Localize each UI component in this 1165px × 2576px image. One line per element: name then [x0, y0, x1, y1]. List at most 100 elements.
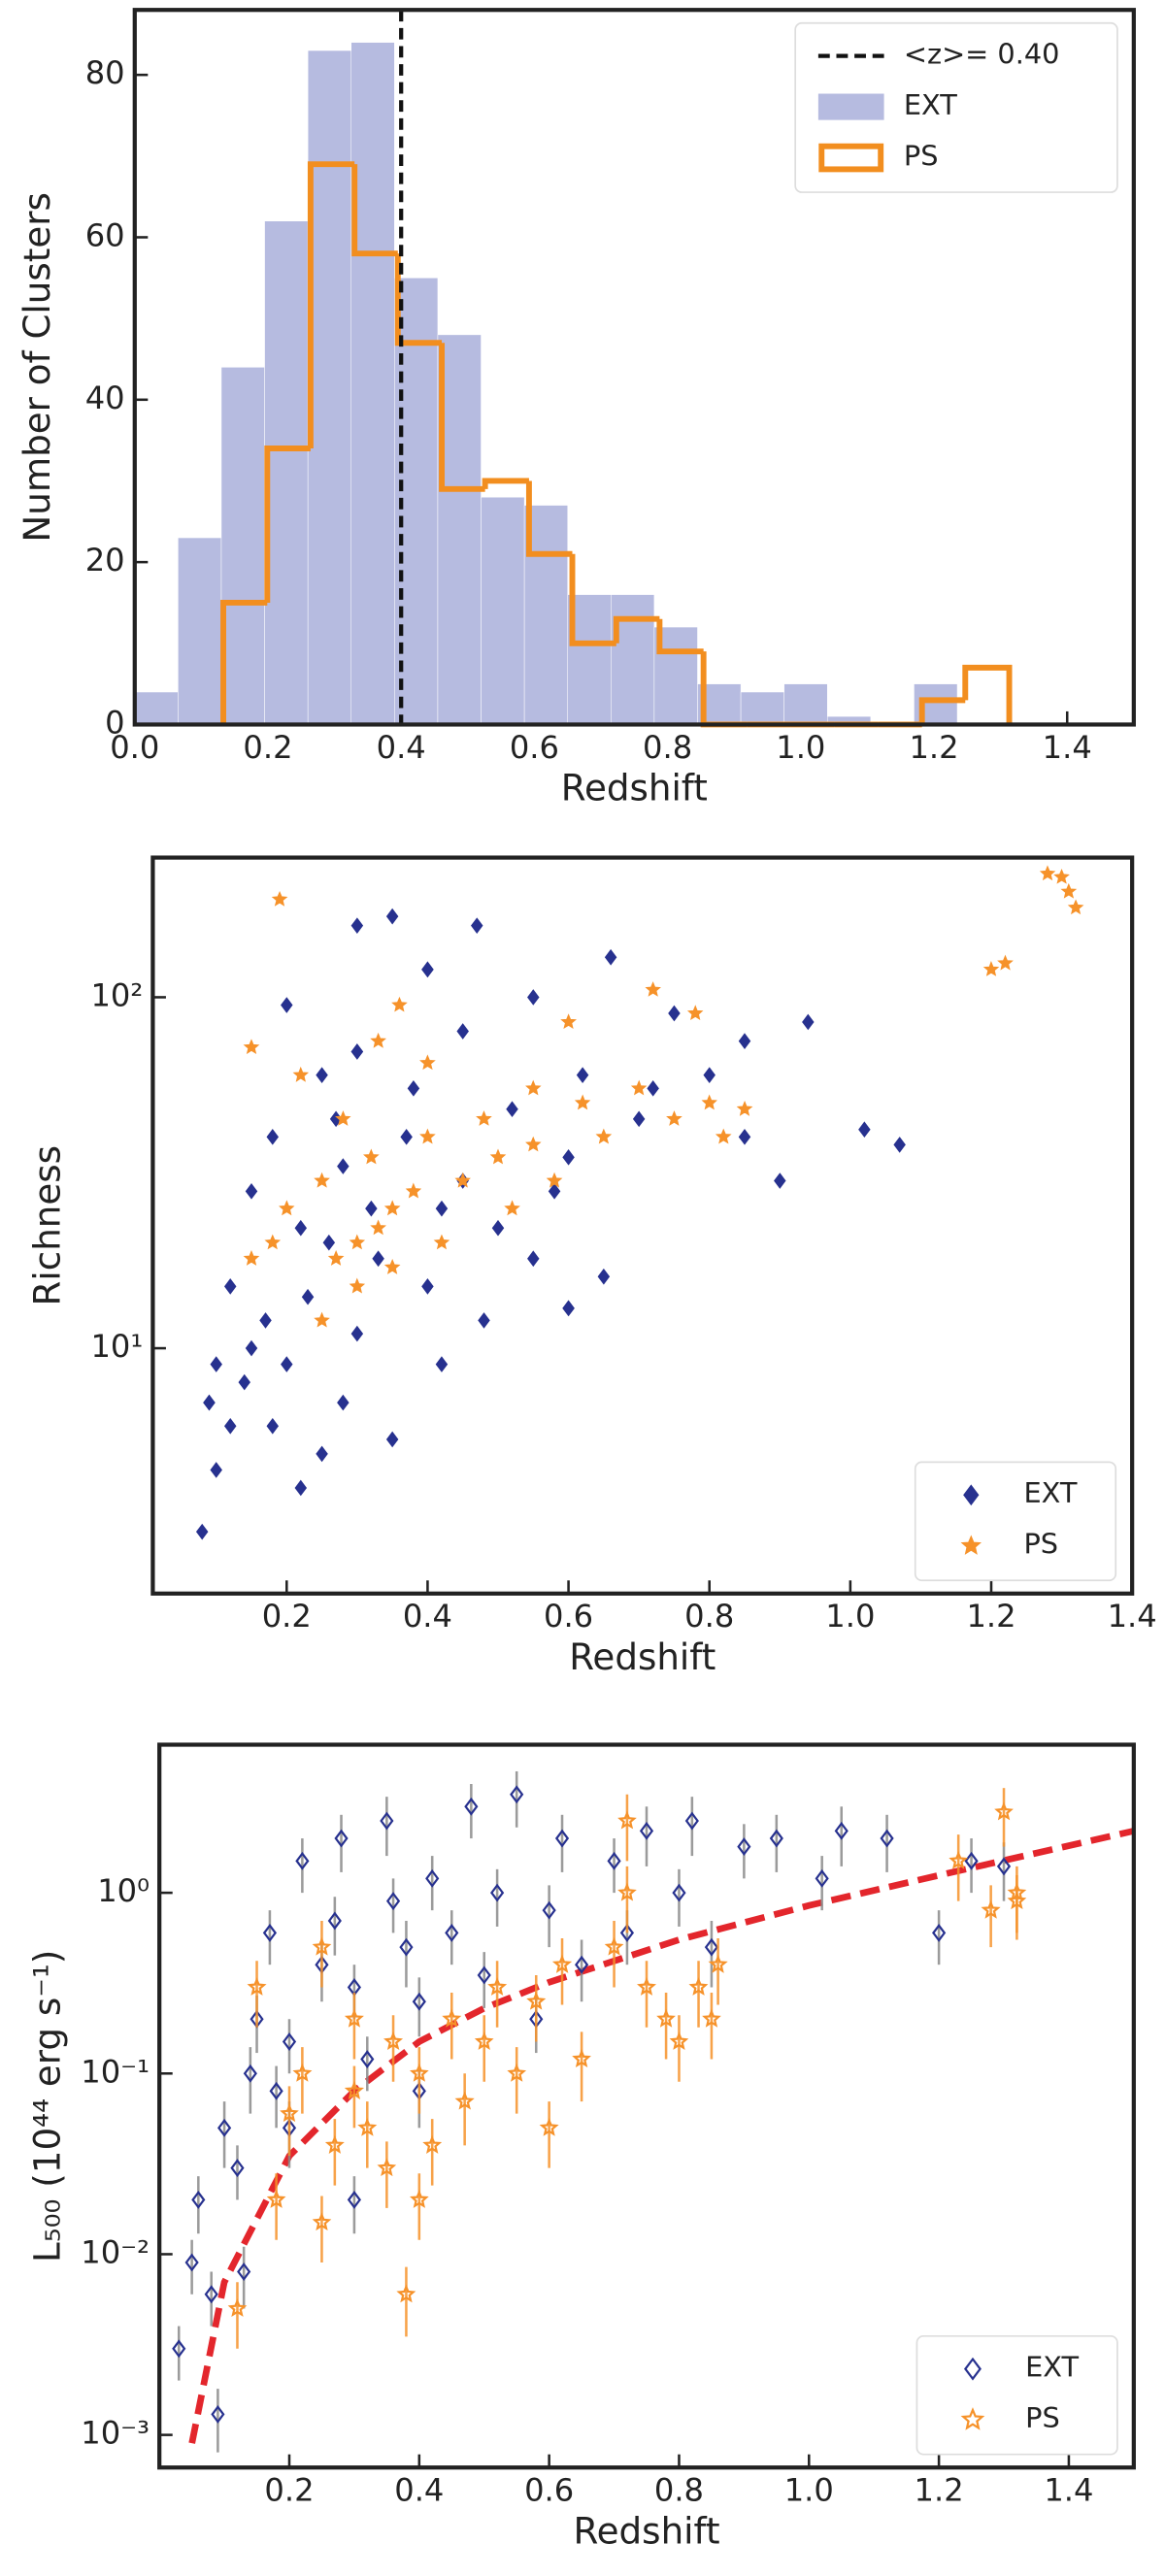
point: [223, 1417, 237, 1435]
point: [607, 1851, 621, 1870]
point: [301, 1288, 315, 1305]
point: [737, 1837, 751, 1857]
point: [464, 1797, 479, 1816]
point: [478, 1312, 490, 1329]
y-axis-label: L₅₀₀ (10⁴⁴ erg s⁻¹): [25, 1950, 68, 2262]
hist-bar: [350, 42, 395, 725]
y-tick-label: 20: [85, 542, 125, 578]
point: [548, 1183, 561, 1200]
point: [815, 1868, 829, 1888]
y-tick-label: 0: [105, 704, 124, 741]
point: [470, 917, 483, 934]
x-tick-label: 0.8: [643, 729, 692, 766]
point: [576, 1067, 589, 1083]
y-tick-label: 10⁻²: [81, 2233, 150, 2270]
point: [211, 2404, 225, 2424]
point: [1007, 1891, 1027, 1910]
point: [510, 1785, 524, 1804]
hist-bar: [307, 50, 352, 725]
point: [604, 948, 617, 966]
legend-label: EXT: [1023, 1476, 1077, 1509]
point: [385, 908, 399, 925]
legend-label: PS: [1025, 2401, 1060, 2434]
point: [738, 1033, 751, 1049]
hist-step: [394, 253, 443, 347]
point: [617, 1810, 637, 1830]
point: [595, 1128, 613, 1144]
y-tick-label: 40: [85, 380, 125, 416]
point: [295, 1851, 310, 1870]
y-tick-label: 10²: [90, 976, 143, 1013]
point: [525, 1136, 542, 1152]
point: [619, 1923, 635, 1942]
point: [489, 1148, 507, 1165]
hist-bar: [220, 367, 265, 725]
point: [269, 2081, 283, 2100]
legend-box: [915, 2334, 1118, 2456]
point: [357, 2117, 378, 2136]
legend-label: PS: [904, 140, 939, 173]
point: [1039, 865, 1056, 881]
point: [454, 2091, 475, 2110]
legend-box: [794, 21, 1118, 193]
x-tick-label: 0.4: [377, 729, 426, 766]
hist-step: [656, 618, 704, 655]
point: [223, 1278, 237, 1295]
point: [454, 1172, 471, 1188]
point: [385, 1431, 399, 1448]
hist-bar: [178, 537, 222, 725]
point: [281, 997, 293, 1013]
x-tick-label: 0.8: [654, 2472, 704, 2509]
point: [597, 1268, 611, 1285]
legend-swatch: [817, 93, 884, 120]
point: [539, 2117, 559, 2136]
point: [932, 1923, 947, 1942]
point: [574, 1094, 591, 1110]
point: [370, 1032, 386, 1048]
point: [349, 1277, 366, 1294]
point: [435, 1356, 449, 1372]
point: [203, 1394, 216, 1411]
axes-frame: [150, 855, 1135, 1596]
y-tick-label: 10¹: [90, 1328, 143, 1365]
x-tick-label: 1.0: [776, 729, 825, 766]
point: [688, 1977, 709, 1996]
point: [312, 2212, 332, 2231]
point: [684, 1811, 699, 1831]
hist-step: [439, 343, 485, 492]
point: [456, 1023, 469, 1040]
point: [702, 2008, 721, 2028]
x-tick-label: 0.0: [110, 729, 159, 766]
point: [370, 1219, 386, 1236]
point: [996, 1857, 1012, 1876]
point: [280, 2103, 299, 2123]
legend-box: [914, 1461, 1117, 1582]
point: [525, 1079, 542, 1096]
point: [981, 1899, 1001, 1919]
x-axis-label: Redshift: [569, 1635, 716, 1678]
point: [774, 1172, 786, 1189]
x-tick-label: 1.2: [909, 729, 958, 766]
point: [656, 2008, 676, 2028]
point: [686, 1005, 704, 1020]
point: [421, 1278, 434, 1295]
point: [421, 961, 434, 978]
point: [506, 1101, 518, 1118]
point: [412, 1992, 426, 2011]
point: [385, 1892, 401, 1911]
hist-step: [264, 446, 311, 603]
point: [982, 961, 1000, 976]
point: [410, 2063, 429, 2082]
point: [294, 1219, 308, 1237]
point: [880, 1829, 894, 1848]
y-axis-label: Number of Clusters: [16, 192, 58, 543]
point: [997, 954, 1014, 971]
x-tick-label: 1.2: [966, 1598, 1015, 1635]
x-axis-label: Redshift: [561, 767, 708, 809]
point: [372, 1250, 384, 1268]
x-tick-label: 0.2: [262, 1598, 312, 1635]
point: [264, 1234, 282, 1250]
point: [238, 1373, 250, 1391]
point: [191, 2190, 206, 2209]
